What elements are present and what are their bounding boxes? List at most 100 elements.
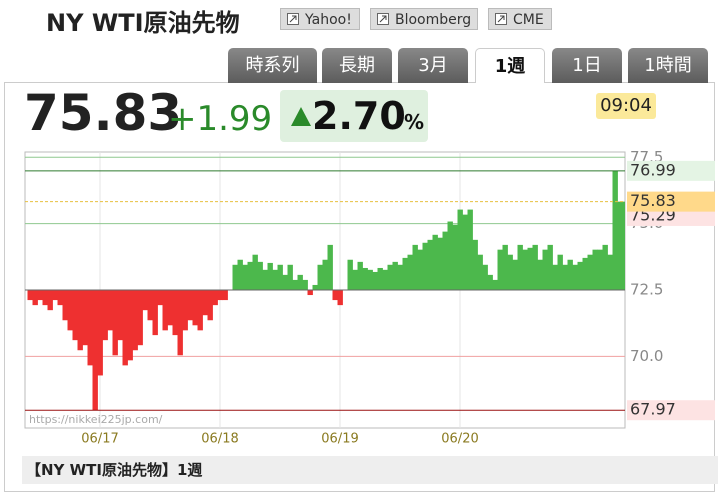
area-bar (387, 264, 393, 290)
area-bar (247, 261, 253, 290)
area-bar (417, 249, 423, 290)
marker-label: 76.99 (630, 160, 676, 179)
area-bar (232, 264, 238, 290)
area-bar (367, 269, 373, 290)
link-icon (287, 13, 299, 25)
area-bar (157, 290, 163, 306)
area-bar (252, 254, 258, 290)
area-bar (347, 259, 353, 290)
area-bar (332, 290, 338, 301)
area-bar (337, 290, 343, 306)
area-bar (107, 290, 113, 331)
area-bar (167, 290, 173, 326)
area-bar (42, 290, 48, 306)
change-percent: 2.70 (312, 94, 406, 138)
area-bar (527, 247, 533, 290)
area-bar (592, 249, 598, 290)
area-bar (307, 290, 313, 296)
area-bar (427, 239, 433, 290)
area-bar (267, 262, 273, 290)
area-bar (237, 259, 243, 290)
area-bar (32, 290, 38, 306)
area-bar (52, 290, 58, 301)
area-bar (192, 290, 198, 326)
area-bar (512, 259, 518, 290)
external-link[interactable]: Bloomberg (370, 8, 478, 30)
area-bar (612, 170, 618, 290)
area-bar (547, 244, 553, 290)
area-bar (217, 290, 223, 301)
area-bar (352, 269, 358, 290)
area-bar (607, 254, 613, 290)
area-bar (362, 267, 368, 290)
area-bar (437, 237, 443, 290)
area-bar (292, 279, 298, 290)
area-bar (202, 290, 208, 316)
area-bar (222, 290, 228, 301)
area-bar (177, 290, 183, 356)
marker-label: 75.83 (630, 191, 676, 210)
area-bar (407, 254, 413, 290)
area-bar (122, 290, 128, 366)
area-bar (522, 249, 528, 290)
area-bar (582, 257, 588, 290)
percent-unit: % (404, 110, 425, 134)
area-bar (142, 290, 148, 311)
area-bar (472, 239, 478, 290)
area-bar (182, 290, 188, 331)
area-bar (482, 264, 488, 290)
area-bar (602, 244, 608, 290)
area-bar (62, 290, 68, 321)
area-bar (492, 279, 498, 290)
external-link[interactable]: CME (488, 8, 552, 30)
tab[interactable]: 1日 (552, 48, 622, 83)
area-bar (272, 269, 278, 290)
x-tick-label: 06/17 (81, 432, 118, 447)
area-bar (327, 244, 333, 290)
external-link[interactable]: Yahoo! (280, 8, 360, 30)
area-bar (37, 290, 43, 301)
area-bar (77, 290, 83, 351)
area-bar (377, 267, 383, 290)
area-bar (57, 290, 63, 306)
area-bar (207, 290, 213, 321)
area-bar (47, 290, 53, 311)
area-bar (432, 234, 438, 290)
tab[interactable]: 1週 (475, 48, 545, 83)
area-bar (622, 201, 625, 290)
area-bar (497, 249, 503, 290)
area-bar (467, 209, 473, 290)
tab[interactable]: 長期 (322, 48, 392, 83)
area-bar (67, 290, 73, 331)
area-bar (357, 261, 363, 290)
up-arrow (291, 107, 311, 126)
tab[interactable]: 時系列 (228, 48, 317, 83)
tab[interactable]: 1時間 (628, 48, 708, 83)
area-bar (212, 290, 218, 306)
area-bar (302, 279, 308, 290)
area-bar (92, 290, 98, 411)
area-bar (447, 221, 453, 290)
area-bar (617, 201, 623, 290)
area-bar (172, 290, 178, 336)
area-bar (127, 290, 133, 361)
area-bar (187, 290, 193, 321)
area-bar (577, 261, 583, 290)
area-bar (567, 259, 573, 290)
area-bar (152, 290, 158, 336)
area-bar (532, 244, 538, 290)
tab[interactable]: 3月 (398, 48, 468, 83)
area-bar (397, 264, 403, 290)
price: 75.83 (24, 84, 183, 142)
area-bar (162, 290, 168, 331)
series (25, 170, 625, 411)
area-bar (502, 244, 508, 290)
area-bar (477, 254, 483, 290)
area-bar (197, 290, 203, 331)
link-icon (377, 13, 389, 25)
area-bar (487, 274, 493, 290)
area-bar (402, 257, 408, 290)
area-bar (572, 264, 578, 290)
y-tick-label: 72.5 (630, 281, 663, 299)
